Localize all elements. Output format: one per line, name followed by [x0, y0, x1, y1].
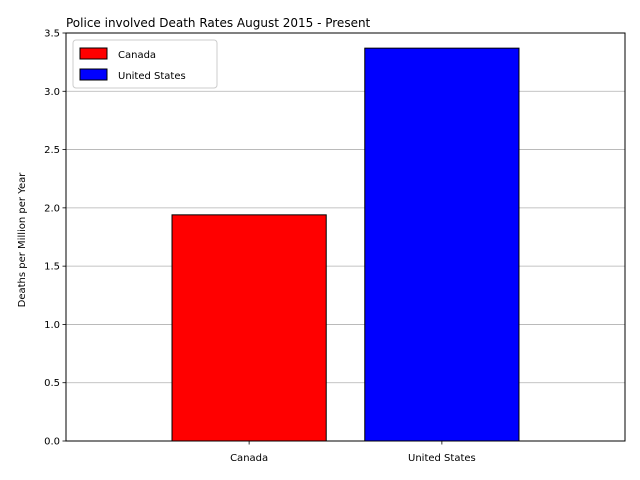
y-axis-label: Deaths per Million per Year — [17, 172, 28, 308]
y-tick-label: 3.0 — [44, 87, 60, 98]
legend-swatch — [79, 68, 108, 81]
legend: Canada United States — [72, 39, 218, 89]
y-tick-label: 2.0 — [44, 203, 60, 214]
plot-frame — [65, 32, 626, 442]
y-tick-label: 3.5 — [44, 29, 60, 40]
gridlines — [66, 90, 625, 384]
y-tick-label: 1.5 — [44, 262, 60, 273]
y-axis-ticks: 0.0 0.5 1.0 1.5 2.0 2.5 3.0 3.5 — [44, 29, 66, 448]
bars — [171, 47, 520, 442]
y-tick-label: 0.0 — [44, 437, 60, 448]
y-tick-label: 0.5 — [44, 378, 60, 389]
legend-box — [72, 39, 218, 89]
y-tick-label: 2.5 — [44, 145, 60, 156]
chart-title: Police involved Death Rates August 2015 … — [66, 16, 371, 30]
x-axis-ticks: Canada United States — [230, 441, 476, 464]
legend-label: Canada — [118, 50, 156, 61]
x-tick-label: United States — [408, 453, 476, 464]
bar-united-states — [364, 47, 520, 442]
x-tick-label: Canada — [230, 453, 268, 464]
legend-label: United States — [118, 71, 186, 82]
bar-canada — [171, 214, 327, 442]
y-tick-label: 1.0 — [44, 320, 60, 331]
legend-swatch — [79, 47, 108, 60]
